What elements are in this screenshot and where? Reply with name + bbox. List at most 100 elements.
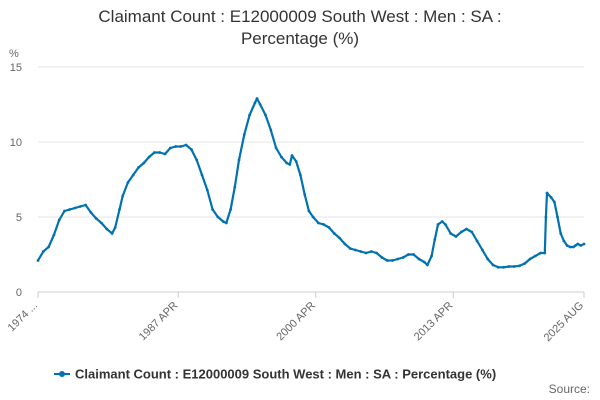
data-point <box>481 248 484 252</box>
data-point <box>436 223 440 226</box>
data-point <box>459 230 463 234</box>
data-point <box>126 181 130 184</box>
data-point <box>518 264 521 268</box>
data-point <box>100 221 103 225</box>
data-point <box>255 97 259 100</box>
data-point <box>288 163 292 166</box>
y-axis-unit-label: % <box>9 48 19 60</box>
data-point <box>211 208 215 211</box>
data-point <box>470 230 474 234</box>
data-point <box>285 161 289 165</box>
data-point <box>264 113 267 117</box>
data-point <box>380 256 384 259</box>
y-tick-label: 5 <box>16 212 22 224</box>
data-point <box>113 226 117 229</box>
data-point <box>576 242 580 246</box>
data-point <box>52 233 56 237</box>
source-credit: Source: <box>549 382 590 396</box>
data-point <box>303 193 307 196</box>
data-point <box>242 133 246 136</box>
data-point <box>237 158 241 162</box>
data-point <box>137 166 140 169</box>
data-point <box>465 227 468 231</box>
data-point <box>449 232 453 235</box>
data-point <box>364 251 368 255</box>
data-point <box>354 248 357 252</box>
data-point <box>153 151 156 154</box>
data-point <box>78 205 82 208</box>
data-point <box>317 221 320 225</box>
data-point <box>348 247 352 250</box>
series-line <box>37 97 585 269</box>
data-point <box>359 250 363 253</box>
data-point <box>73 206 77 210</box>
data-point <box>544 215 548 219</box>
data-point <box>528 257 532 261</box>
data-point <box>556 215 559 219</box>
chart-title: Claimant Count : E12000009 South West : … <box>0 6 600 50</box>
data-point <box>63 209 66 213</box>
x-axis: 1974 ... 1987 APR 2000 APR 2013 APR 2025 AUG <box>6 292 586 344</box>
data-point <box>322 223 326 226</box>
data-point <box>280 155 283 159</box>
data-point <box>121 194 125 198</box>
legend[interactable]: Claimant Count : E12000009 South West : … <box>54 367 496 382</box>
data-point <box>142 161 146 165</box>
data-point <box>539 251 542 255</box>
data-point <box>299 173 302 177</box>
data-point <box>258 103 262 106</box>
data-point <box>417 257 421 261</box>
data-point <box>163 152 167 156</box>
data-point <box>224 221 228 225</box>
data-point <box>190 148 193 151</box>
data-point <box>568 245 572 249</box>
y-tick-label: 15 <box>10 62 22 74</box>
data-point <box>385 259 389 262</box>
data-point <box>168 146 172 150</box>
data-point <box>200 173 204 177</box>
data-point <box>184 143 188 147</box>
data-point <box>533 254 537 258</box>
data-point <box>502 265 505 269</box>
data-point <box>118 208 121 211</box>
data-point <box>233 185 237 189</box>
data-point <box>94 217 98 220</box>
x-tick-label: 2025 AUG <box>542 300 586 344</box>
y-tick-label: 0 <box>16 287 22 299</box>
data-point <box>512 265 516 268</box>
data-point <box>195 158 199 162</box>
data-point <box>174 145 178 148</box>
data-point <box>41 250 45 253</box>
data-point <box>562 239 566 243</box>
data-point <box>507 265 511 268</box>
data-point <box>105 227 109 231</box>
data-point <box>545 191 549 195</box>
data-point <box>391 259 394 262</box>
data-point <box>553 200 556 204</box>
data-point <box>131 173 135 177</box>
legend-item-label[interactable]: Claimant Count : E12000009 South West : … <box>75 367 496 382</box>
data-point <box>426 263 429 267</box>
data-point <box>572 245 575 249</box>
chart-title-line-1: Claimant Count : E12000009 South West : … <box>98 7 502 26</box>
data-point <box>523 262 527 265</box>
data-point <box>68 208 72 211</box>
data-point <box>565 244 569 247</box>
data-point <box>229 208 233 211</box>
data-point <box>579 244 583 247</box>
x-tick-label: 2013 APR <box>412 300 456 344</box>
data-point <box>433 238 437 241</box>
x-tick-label: 1974 ... <box>6 300 40 334</box>
data-point <box>294 160 298 163</box>
legend-marker-swatch <box>59 371 65 377</box>
chart-title-line-2: Percentage (%) <box>240 29 360 48</box>
data-point <box>486 257 490 261</box>
data-point <box>327 226 331 229</box>
data-point <box>401 256 405 259</box>
x-tick-label: 2000 APR <box>274 300 318 344</box>
data-point <box>89 211 93 214</box>
data-point <box>430 254 433 258</box>
data-point <box>290 154 294 157</box>
data-point <box>248 113 252 117</box>
